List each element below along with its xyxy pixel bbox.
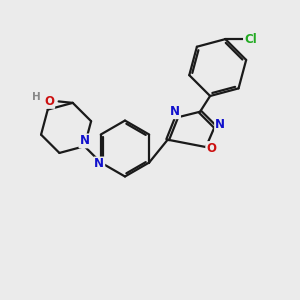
Text: H: H <box>32 92 40 102</box>
Text: Cl: Cl <box>244 33 257 46</box>
Text: N: N <box>94 158 104 170</box>
Text: N: N <box>80 134 89 147</box>
Text: O: O <box>206 142 216 155</box>
Text: N: N <box>215 118 225 131</box>
Text: N: N <box>170 105 180 118</box>
Text: O: O <box>44 95 54 108</box>
